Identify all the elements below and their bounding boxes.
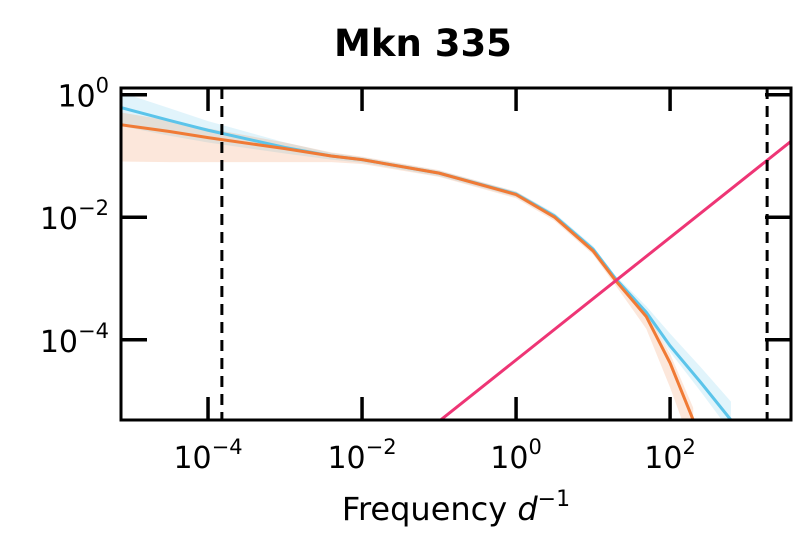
orange-model-band <box>121 112 694 420</box>
axes-frame <box>119 86 793 422</box>
x-axis-label: Frequency d−1 <box>342 487 570 528</box>
noise-line-line <box>438 140 791 420</box>
x-tick-label: 100 <box>490 435 542 476</box>
chart-title: Mkn 335 <box>334 22 512 65</box>
plot-area: 10−4 10−2 100 102 100 10−2 10−4 <box>40 74 793 476</box>
y-tick-label: 10−2 <box>40 196 109 237</box>
x-tick-label: 102 <box>644 435 696 476</box>
y-tick-label: 100 <box>57 74 109 115</box>
x-tick-label: 10−4 <box>173 435 242 476</box>
orange-model-line <box>121 123 695 420</box>
x-tick-label: 10−2 <box>327 435 396 476</box>
y-tick-label: 10−4 <box>40 319 109 360</box>
